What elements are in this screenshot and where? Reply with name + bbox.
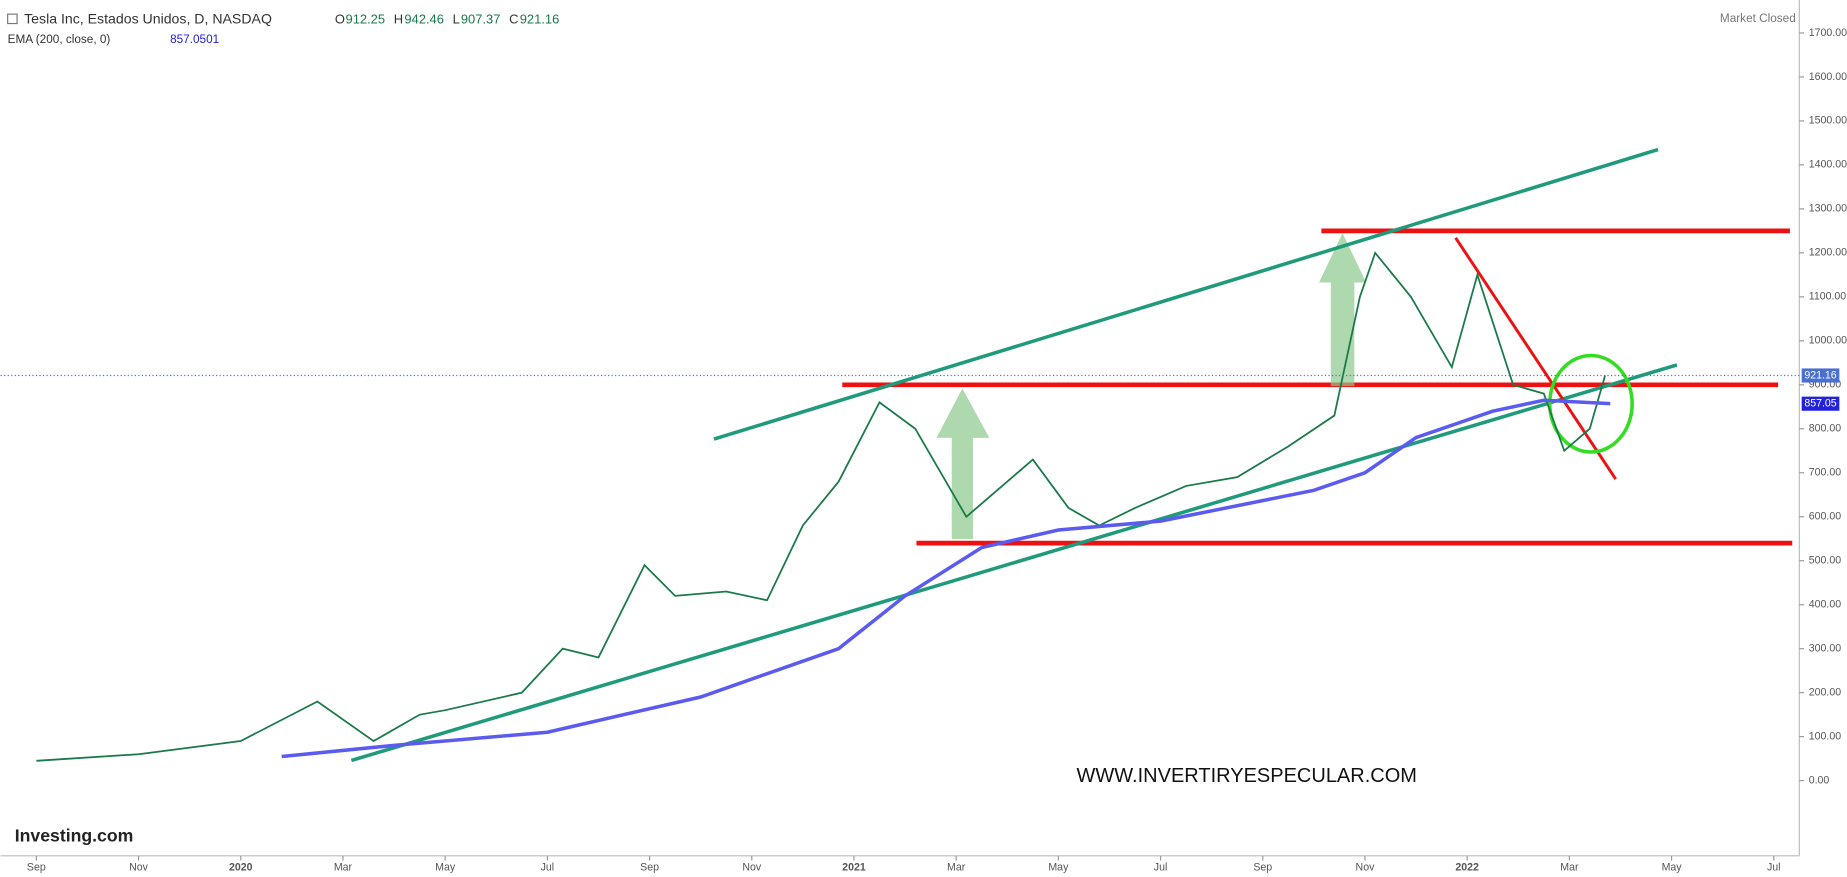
y-tick-label: 200.00	[1809, 686, 1841, 698]
price-line	[36, 251, 1606, 762]
arrow-up	[936, 388, 990, 540]
chart-title: Tesla Inc, Estados Unidos, D, NASDAQ	[24, 11, 272, 27]
y-tick-label: 0.00	[1809, 774, 1830, 786]
ohlc-value: 912.25	[346, 11, 386, 26]
last-price-label: 921.16	[1804, 369, 1836, 381]
y-tick-label: 100.00	[1809, 730, 1841, 742]
indicator-value: 857.0501	[170, 33, 219, 46]
y-tick-label: 700.00	[1809, 467, 1841, 479]
y-tick-label: 1500.00	[1809, 115, 1847, 127]
x-tick-label: 2021	[842, 861, 866, 873]
x-tick-label: Jul	[1767, 861, 1781, 873]
y-tick-label: 1100.00	[1809, 291, 1847, 303]
market-status: Market Closed	[1720, 12, 1796, 25]
y-tick-label: 300.00	[1809, 642, 1841, 654]
y-tick-label: 600.00	[1809, 511, 1841, 523]
x-tick-label: Nov	[129, 861, 149, 873]
x-tick-label: Sep	[1253, 861, 1272, 873]
y-tick-label: 500.00	[1809, 555, 1841, 567]
trend-line	[350, 363, 1678, 763]
y-tick-label: 1400.00	[1809, 159, 1847, 171]
watermark: WWW.INVERTIRYESPECULAR.COM	[1077, 765, 1417, 787]
x-tick-label: May	[435, 861, 456, 873]
x-tick-label: 2020	[229, 861, 253, 873]
levels	[842, 228, 1793, 546]
x-tick-label: Nov	[742, 861, 762, 873]
ohlc-value: 921.16	[520, 11, 560, 26]
ohlc-value: 942.46	[404, 11, 444, 26]
x-tick-label: Sep	[27, 861, 46, 873]
arrow-up	[1319, 233, 1367, 387]
x-tick-label: Mar	[947, 861, 966, 873]
ohlc-key: H	[394, 11, 403, 26]
x-tick-label: Nov	[1356, 861, 1376, 873]
x-tick-label: Mar	[1560, 861, 1579, 873]
x-tick-label: Sep	[640, 861, 659, 873]
ohlc-key: C	[509, 11, 518, 26]
x-tick-label: Mar	[334, 861, 353, 873]
highlight-circle	[1547, 353, 1634, 454]
x-tick-label: May	[1048, 861, 1069, 873]
ohlc-key: L	[453, 11, 460, 26]
last-price-box	[1801, 368, 1840, 383]
ticks: 0.00 100.00 200.00 300.00 400.00 500.00 600.00…	[27, 27, 1847, 874]
series	[36, 251, 1611, 762]
ema-price-box	[1801, 396, 1840, 411]
trend-line	[1454, 236, 1617, 480]
y-tick-label: 1600.00	[1809, 71, 1847, 83]
x-tick-label: May	[1662, 861, 1683, 873]
y-tick-label: 1000.00	[1809, 335, 1847, 347]
indicator-name: EMA (200, close, 0)	[8, 33, 111, 46]
trend-line	[713, 147, 1659, 441]
x-tick-label: 2022	[1455, 861, 1479, 873]
ohlc-key: O	[335, 11, 345, 26]
x-tick-label: Jul	[1154, 861, 1168, 873]
ohlc-value: 907.37	[461, 11, 501, 26]
logo: Investing.com	[15, 826, 134, 846]
icon	[7, 13, 18, 25]
y-tick-label: 1300.00	[1809, 203, 1847, 215]
y-tick-label: 1700.00	[1809, 27, 1847, 39]
price-line	[281, 398, 1611, 759]
y-tick-label: 400.00	[1809, 598, 1841, 610]
y-tick-label: 1200.00	[1809, 247, 1847, 259]
y-tick-label: 800.00	[1809, 423, 1841, 435]
ema-price-label: 857.05	[1804, 397, 1836, 409]
x-tick-label: Jul	[541, 861, 555, 873]
